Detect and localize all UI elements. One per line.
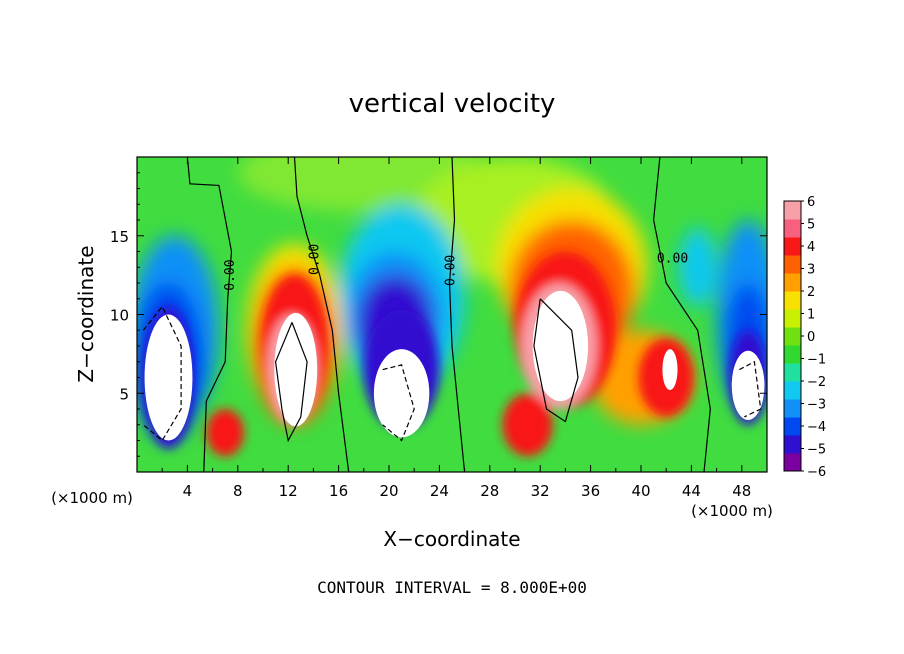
colorbar-swatch [784,237,801,256]
negative-contour [142,305,182,442]
x-tick-label: 8 [233,482,243,500]
colorbar-tick-label: −4 [807,420,826,435]
saturated-core [662,349,678,391]
x-tick-label: 44 [682,482,701,500]
y-tick-label: 5 [119,385,129,403]
colorbar-tick-label: −6 [807,465,826,480]
x-axis: 4 8 12 16 20 24 28 32 36 40 44 48 [161,157,751,500]
zero-contour [293,157,350,472]
colorbar-swatch [784,363,801,382]
y-tick-label: 10 [110,307,129,325]
colorbar-swatch [784,327,801,346]
saturated-core [274,312,318,427]
chart-title: vertical velocity [349,89,556,119]
contour-labels: 0.00 0.00 0.00 0.00 [223,244,688,291]
x-tick-label: 4 [183,482,193,500]
colorbar-tick-label: 3 [807,263,815,278]
contour-label: 0.00 [444,255,459,286]
colorbar-tick-label: 1 [807,308,815,323]
x-tick-label: 40 [631,482,650,500]
updraft-core [206,409,245,457]
zero-contour [652,157,711,472]
y-axis: 5 10 15 [110,172,767,457]
colorbar-tick-label: 4 [807,240,815,255]
colorbar-swatch [784,453,801,472]
x-tick-label: 24 [430,482,449,500]
colorbar-tick-label: 6 [807,195,815,210]
colorbar-swatch [784,291,801,310]
saturated-core [373,349,430,438]
colorbar-tick-label: −3 [807,398,826,413]
negative-contour [382,364,415,442]
colorbar-tick-label: −5 [807,443,826,458]
saturated-core [144,314,193,441]
colorbar-swatch [784,309,801,328]
colorbar: 6 5 4 3 2 1 0 −1 −2 −3 −4 −5 −6 [783,195,826,480]
y-axis-label: Z−coordinate [74,245,98,382]
contour-label: 0.00 [307,244,322,275]
colorbar-swatch [784,435,801,454]
colorbar-swatch [784,273,801,292]
colorbar-tick-label: 2 [807,285,815,300]
colorbar-swatch [784,381,801,400]
colorbar-swatch [784,201,801,220]
x-tick-label: 16 [329,482,348,500]
updraft-core [502,393,553,457]
x-tick-label: 28 [480,482,499,500]
colorbar-tick-label: 0 [807,330,815,345]
x-unit-right: (×1000 m) [691,502,773,520]
x-tick-label: 12 [279,482,298,500]
contour-label: 0.00 [223,259,238,290]
downdraft-band [678,227,717,307]
contour-interval-footer: CONTOUR INTERVAL = 8.000E+00 [317,578,587,597]
positive-contour [533,298,579,423]
saturated-core [731,350,765,421]
x-tick-label: 48 [732,482,751,500]
heatmap-field [137,157,767,472]
positive-contour [274,322,308,443]
saturated-core [532,290,589,402]
colorbar-tick-label: −1 [807,353,826,368]
x-axis-label: X−coordinate [383,527,520,551]
colorbar-swatch [784,345,801,364]
zero-contour [448,157,466,472]
x-unit-left: (×1000 m) [51,489,133,507]
y-tick-label: 15 [110,228,129,246]
x-tick-label: 32 [531,482,550,500]
colorbar-swatch [784,399,801,418]
x-tick-label: 20 [379,482,398,500]
contour-label: 0.00 [657,252,688,267]
colorbar-tick-label: 5 [807,218,815,233]
colorbar-swatch [784,219,801,238]
colorbar-tick-label: −2 [807,375,826,390]
colorbar-swatch [784,417,801,436]
x-tick-label: 36 [581,482,600,500]
colorbar-swatch [784,255,801,274]
zero-contour [186,157,233,472]
negative-contour [739,360,762,418]
